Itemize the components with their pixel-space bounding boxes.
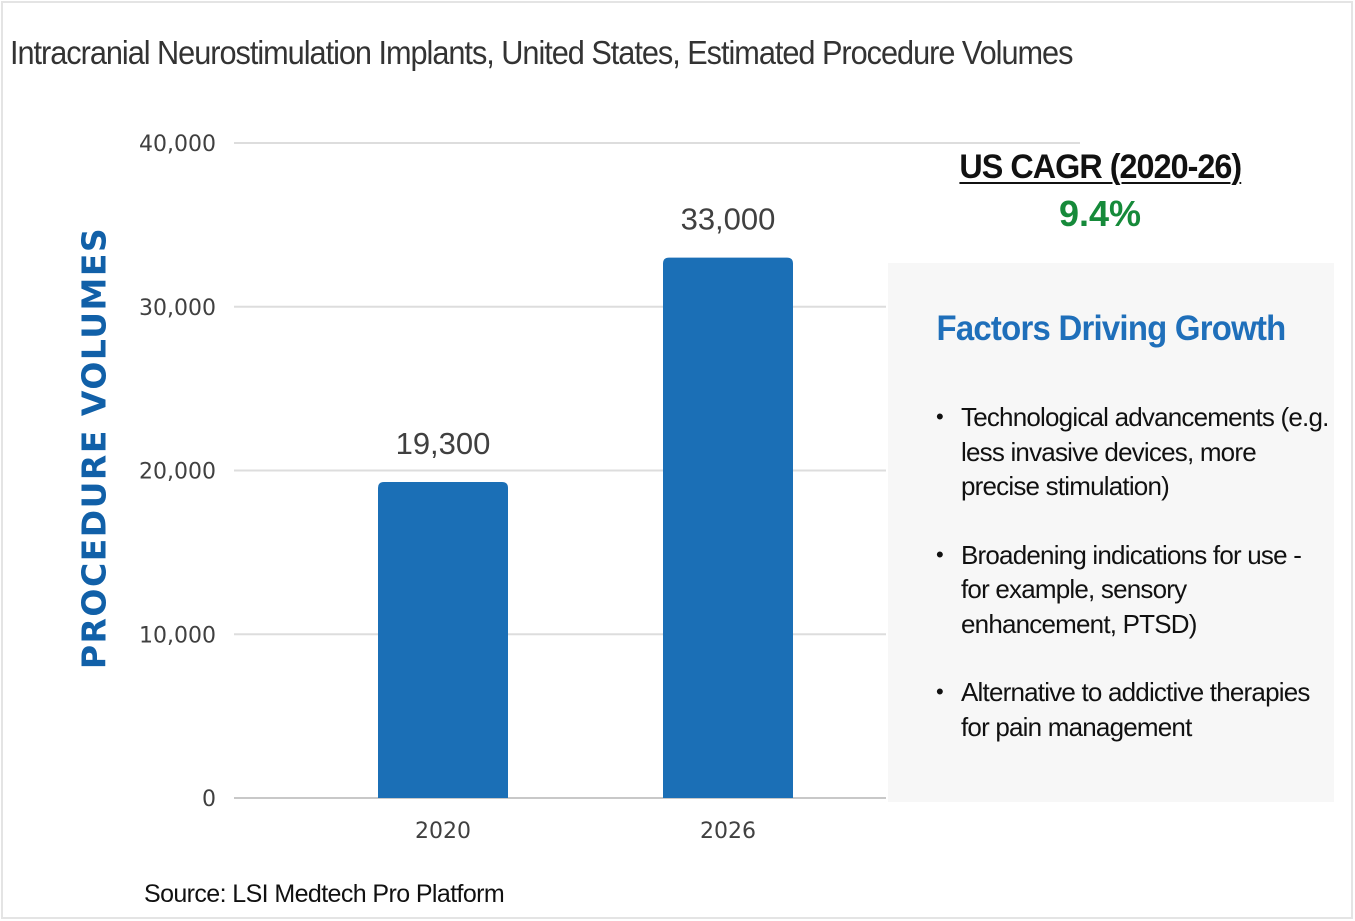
bullet-icon: •	[936, 541, 944, 567]
factors-title: Factors Driving Growth	[936, 309, 1286, 348]
cagr-value: 9.4%	[1058, 193, 1142, 234]
bar-value-labels: 19,300 33,000	[396, 202, 776, 461]
bar-value-label: 33,000	[681, 202, 776, 237]
factor-text: Broadening indications for use - for exa…	[961, 539, 1302, 639]
factors-panel: Factors Driving Growth • Technological ad…	[888, 263, 1334, 802]
y-tick-labels: 0 10,000 20,000 30,000 40,000	[139, 132, 216, 812]
cagr-callout: US CAGR (2020-26) 9.4%	[900, 148, 1300, 235]
y-tick-label: 30,000	[139, 296, 216, 321]
x-tick-label: 2020	[415, 819, 471, 844]
x-tick-label: 2026	[700, 819, 756, 844]
bars	[378, 257, 793, 798]
bar-2020	[378, 481, 508, 798]
factors-list: • Technological advancements (e.g. less i…	[936, 400, 1331, 778]
bullet-icon: •	[936, 404, 944, 429]
factor-text: Alternative to addictive therapies for p…	[961, 677, 1310, 742]
bar-2026	[663, 257, 793, 798]
y-tick-label: 20,000	[139, 460, 216, 485]
y-tick-label: 40,000	[139, 132, 216, 157]
source-note: Source: LSI Medtech Pro Platform	[144, 880, 505, 908]
factor-item: • Broadening indications for use - for ex…	[936, 538, 1331, 642]
cagr-label: US CAGR (2020-26)	[959, 148, 1242, 186]
factor-text: Technological advancements (e.g. less in…	[961, 402, 1329, 501]
chart-title: Intracranial Neurostimulation Implants, …	[10, 34, 1073, 71]
y-tick-label: 0	[202, 787, 216, 812]
bullet-icon: •	[936, 679, 944, 704]
y-tick-label: 10,000	[139, 623, 216, 648]
factor-item: • Alternative to addictive therapies for …	[936, 675, 1331, 744]
factor-item: • Technological advancements (e.g. less i…	[936, 400, 1331, 504]
x-tick-labels: 2020 2026	[415, 819, 756, 844]
bar-value-label: 19,300	[396, 426, 491, 461]
